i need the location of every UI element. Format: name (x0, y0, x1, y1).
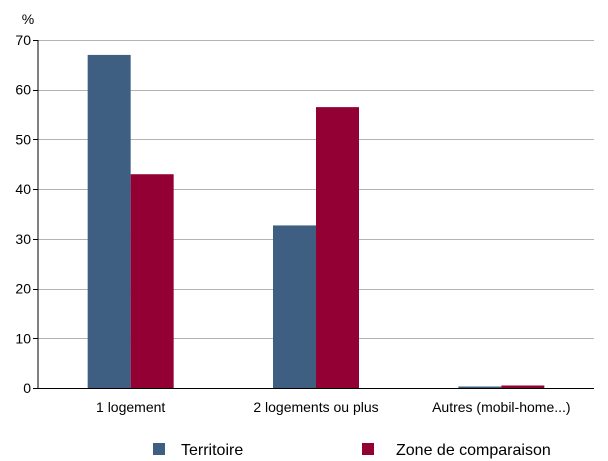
legend: Territoire Zone de comparaison (153, 442, 551, 459)
bar-territoire-3 (458, 386, 502, 388)
y-tick-label: 20 (15, 281, 31, 297)
y-tick-label: 70 (15, 32, 31, 48)
x-category-label: 1 logement (96, 399, 165, 415)
y-tick-label: 10 (15, 330, 31, 346)
bar-territoire-2 (273, 225, 316, 388)
y-axis-ticks: 0 10 20 30 40 50 60 70 (15, 32, 38, 396)
bar-zone-de-comparaison-2 (316, 107, 359, 388)
bar-territoire-1 (87, 54, 131, 389)
legend-label-territoire: Territoire (181, 442, 243, 459)
bar-zone-de-comparaison-1 (130, 174, 174, 388)
bars (87, 54, 545, 389)
x-category-label: 2 logements ou plus (253, 399, 378, 415)
y-tick-label: 0 (23, 380, 31, 396)
x-axis-labels: 1 logement 2 logements ou plus Autres (mob… (96, 399, 571, 415)
legend-swatch-zone-de-comparaison (362, 443, 374, 455)
y-tick-label: 60 (15, 82, 31, 98)
y-tick-label: 40 (15, 181, 31, 197)
y-tick-label: 50 (15, 131, 31, 147)
bar-zone-de-comparaison-3 (501, 385, 545, 388)
legend-label-zone-de-comparaison: Zone de comparaison (396, 442, 551, 459)
y-unit-label: % (22, 11, 34, 27)
x-category-label: Autres (mobil-home...) (432, 399, 570, 415)
legend-swatch-territoire (153, 443, 165, 455)
y-tick-label: 30 (15, 231, 31, 247)
